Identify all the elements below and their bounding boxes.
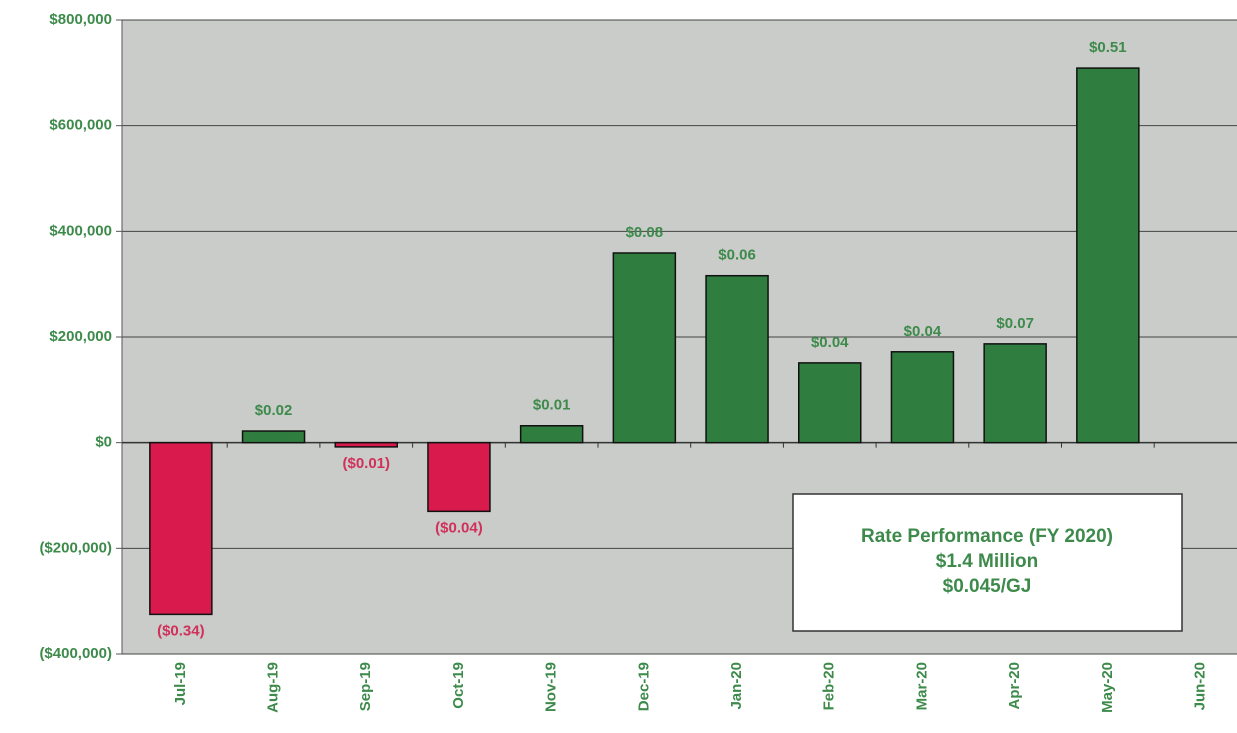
bar-label: $0.08	[626, 224, 664, 241]
x-tick-label: Dec-19	[635, 662, 652, 711]
bar	[241, 430, 306, 444]
bar-label: $0.01	[533, 397, 571, 414]
y-tick-label: $600,000	[49, 117, 112, 134]
bar	[334, 441, 398, 448]
bar	[149, 441, 213, 616]
x-tick-label: Aug-19	[265, 662, 282, 713]
x-tick-label: Mar-20	[913, 662, 930, 710]
x-tick-label: Sep-19	[357, 662, 374, 711]
x-tick-label: Apr-20	[1006, 662, 1023, 710]
y-tick-label: ($200,000)	[39, 539, 112, 556]
y-tick-label: $0	[95, 434, 112, 451]
x-tick-label: Oct-19	[450, 662, 467, 709]
annotation-box	[792, 493, 1183, 632]
x-tick-label: Jun-20	[1192, 662, 1209, 710]
annotation-text: $0.045/GJ	[943, 576, 1032, 597]
bar-label: $0.06	[718, 247, 756, 264]
y-tick-label: ($400,000)	[39, 645, 112, 662]
bar	[983, 343, 1047, 444]
bar-label: ($0.34)	[157, 622, 205, 639]
bar	[798, 362, 862, 444]
bar	[612, 252, 677, 444]
y-tick-label: $200,000	[49, 328, 112, 345]
bar	[519, 425, 584, 444]
bar	[890, 351, 955, 444]
bar	[1076, 67, 1140, 444]
bar-label: $0.04	[904, 323, 942, 340]
bar-label: $0.02	[255, 402, 293, 419]
bar-label: ($0.04)	[435, 519, 483, 536]
bar-label: $0.51	[1089, 39, 1127, 56]
annotation-text: Rate Performance (FY 2020)	[861, 526, 1113, 547]
x-tick-label: Feb-20	[821, 662, 838, 710]
bar	[427, 441, 491, 513]
x-tick-label: Nov-19	[543, 662, 560, 712]
x-tick-label: Jul-19	[172, 662, 189, 705]
bar-label: $0.07	[996, 315, 1034, 332]
x-tick-label: May-20	[1099, 662, 1116, 713]
y-tick-label: $400,000	[49, 222, 112, 239]
x-tick-label: Jan-20	[728, 662, 745, 710]
y-tick-label: $800,000	[49, 11, 112, 28]
bar-label: $0.04	[811, 334, 849, 351]
annotation-text: $1.4 Million	[936, 551, 1038, 572]
bar-label: ($0.01)	[342, 455, 390, 472]
bar	[705, 274, 769, 444]
